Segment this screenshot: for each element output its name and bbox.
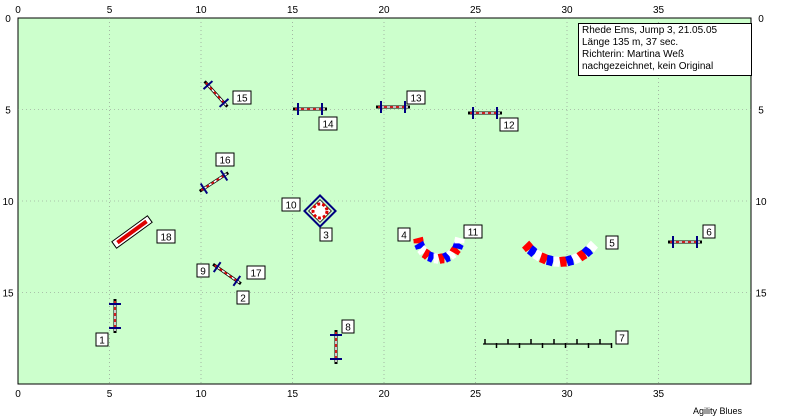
obstacle-label-12: 12 [499,117,519,132]
obstacle-label-17: 17 [246,265,266,280]
obstacle-label-3: 3 [319,227,333,242]
y-tick-label-left: 10 [2,197,14,208]
course-info-box: Rhede Ems, Jump 3, 21.05.05 Länge 135 m,… [578,23,752,76]
obstacles [109,80,702,364]
info-line-judge: Richterin: Martina Weß [582,49,685,60]
svg-text:15: 15 [236,94,248,105]
x-tick-label-bottom: 20 [378,389,390,400]
obstacle-label-2: 2 [236,290,250,305]
svg-text:7: 7 [619,334,625,345]
field [17,17,752,385]
tunnel-4-11 [413,236,465,264]
y-tick-label-left: 0 [5,14,11,25]
info-line-note: nachgezeichnet, kein Original [582,61,714,72]
obstacle-label-5: 5 [605,235,619,250]
y-tick-label-left: 15 [2,289,14,300]
x-tick-label-bottom: 30 [561,389,573,400]
svg-text:10: 10 [285,201,297,212]
obstacle-label-14: 14 [318,116,338,131]
y-tick-label-right: 0 [758,14,764,25]
x-tick-label-top: 0 [15,5,21,16]
svg-text:1: 1 [99,336,105,347]
x-tick-label-bottom: 10 [195,389,207,400]
obstacle-label-9: 9 [196,263,210,278]
jump-8 [330,330,342,364]
svg-text:17: 17 [250,269,262,280]
x-tick-label-top: 35 [653,5,665,16]
tunnel-5 [521,240,599,267]
obstacle-label-11: 11 [463,224,483,239]
svg-text:3: 3 [323,231,329,242]
x-tick-label-bottom: 35 [653,389,665,400]
svg-text:14: 14 [322,120,334,131]
grid [18,18,751,384]
y-tick-label-right: 10 [755,197,767,208]
x-tick-label-bottom: 25 [470,389,482,400]
x-tick-label-bottom: 0 [15,389,21,400]
x-tick-label-top: 10 [195,5,207,16]
x-tick-label-top: 30 [561,5,573,16]
y-tick-label-right: 5 [758,106,764,117]
obstacle-label-18: 18 [156,229,176,244]
y-tick-label-left: 5 [5,106,11,117]
svg-text:2: 2 [240,294,246,305]
footer-credit: Agility Blues [693,406,743,416]
jump-13 [376,101,410,113]
tire-3-10 [303,194,337,228]
x-tick-label-bottom: 15 [287,389,299,400]
obstacle-label-13: 13 [406,90,426,105]
obstacle-label-16: 16 [215,152,235,167]
weave-7 [483,339,613,348]
svg-text:6: 6 [706,228,712,239]
obstacle-label-8: 8 [341,319,355,334]
jump-2-9-17 [212,261,242,287]
info-line-venue: Rhede Ems, Jump 3, 21.05.05 [582,25,718,36]
obstacle-label-15: 15 [232,90,252,105]
obstacle-label-7: 7 [615,330,629,345]
svg-text:11: 11 [468,228,479,239]
x-tick-label-bottom: 5 [107,389,113,400]
svg-text:5: 5 [609,239,615,250]
jump-15 [202,80,230,108]
svg-text:13: 13 [410,94,422,105]
obstacle-label-10: 10 [281,197,301,212]
jump-1 [109,299,121,333]
jump-12 [468,107,502,119]
svg-text:18: 18 [160,233,172,244]
obstacle-label-1: 1 [95,332,109,347]
svg-text:16: 16 [219,156,231,167]
obstacle-label-6: 6 [702,224,716,239]
svg-text:4: 4 [401,231,407,242]
jump-14 [293,103,327,115]
obstacle-label-4: 4 [397,227,411,242]
x-tick-label-top: 5 [107,5,113,16]
jump-16 [198,169,230,195]
y-tick-label-right: 15 [755,289,767,300]
jump-6 [668,236,702,248]
info-line-length: Länge 135 m, 37 sec. [582,37,679,48]
x-tick-label-top: 15 [287,5,299,16]
x-tick-label-top: 20 [378,5,390,16]
long-jump-18 [111,215,153,249]
svg-text:9: 9 [200,267,206,278]
svg-text:8: 8 [345,323,351,334]
svg-text:12: 12 [503,121,515,132]
x-tick-label-top: 25 [470,5,482,16]
